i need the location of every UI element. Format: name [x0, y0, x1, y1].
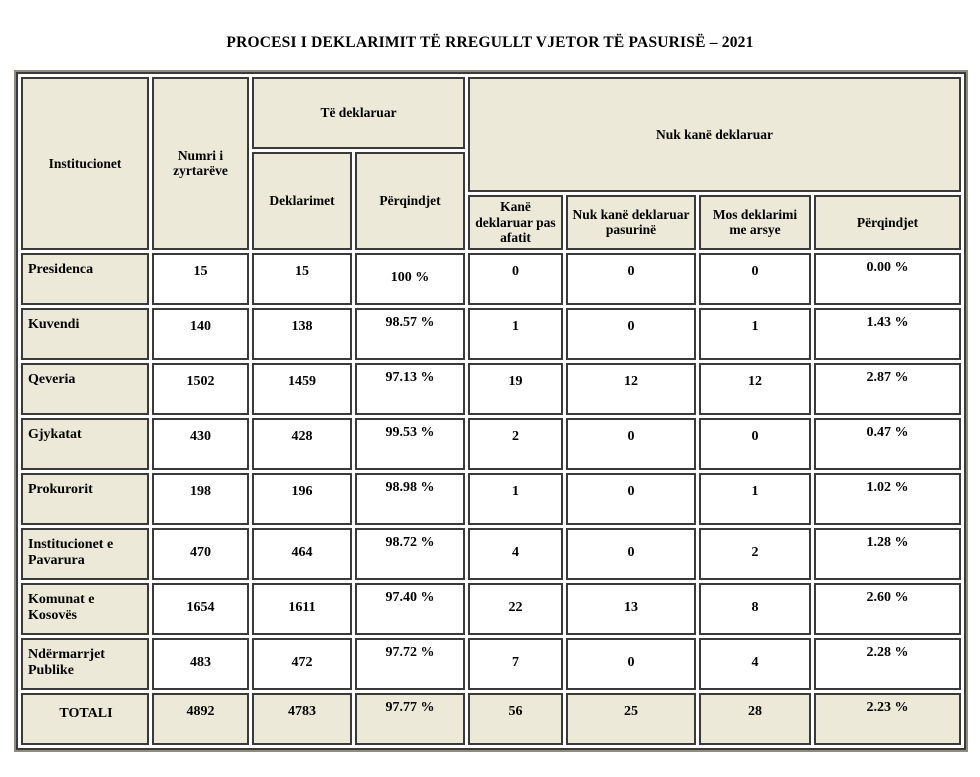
- pas-afatit-cell: 1: [468, 472, 563, 525]
- me-arsye-cell: 1: [699, 472, 811, 525]
- perqindja2-cell: 2.23 %: [814, 692, 962, 745]
- header-row-3: Kanë deklaruar pas afatit Nuk kanë dekla…: [21, 195, 962, 250]
- perqindja2-cell: 2.28 %: [814, 637, 962, 690]
- deklarimet-cell: 15: [252, 252, 352, 305]
- perqindja-cell: 98.98 %: [355, 472, 465, 525]
- deklarimet-cell: 464: [252, 527, 352, 580]
- pa-deklaruar-cell: 0: [566, 307, 696, 360]
- institution-cell: Prokurorit: [21, 472, 149, 525]
- declaration-table: Institucionet Numri i zyrtarëve Të dekla…: [13, 70, 969, 752]
- pa-deklaruar-cell: 0: [566, 252, 696, 305]
- table-row: Prokurorit 198 196 98.98 % 1 0 1 1.02 %: [21, 472, 962, 525]
- numri-cell: 1502: [152, 362, 249, 415]
- perqindja-cell: 97.77 %: [355, 692, 465, 745]
- institution-cell: Komunat e Kosovës: [21, 582, 149, 635]
- pa-deklaruar-cell: 0: [566, 472, 696, 525]
- perqindja-cell: 99.53 %: [355, 417, 465, 470]
- pas-afatit-cell: 22: [468, 582, 563, 635]
- deklarimet-cell: 138: [252, 307, 352, 360]
- numri-cell: 15: [152, 252, 249, 305]
- deklarimet-cell: 428: [252, 417, 352, 470]
- numri-cell: 430: [152, 417, 249, 470]
- pa-deklaruar-cell: 0: [566, 417, 696, 470]
- perqindja2-cell: 1.43 %: [814, 307, 962, 360]
- pa-deklaruar-cell: 13: [566, 582, 696, 635]
- deklarimet-cell: 1611: [252, 582, 352, 635]
- me-arsye-cell: 1: [699, 307, 811, 360]
- pas-afatit-cell: 4: [468, 527, 563, 580]
- header-kane-deklaruar-pas-afatit: Kanë deklaruar pas afatit: [468, 195, 563, 250]
- pa-deklaruar-cell: 12: [566, 362, 696, 415]
- me-arsye-cell: 28: [699, 692, 811, 745]
- table-row: Presidenca 15 15 100 % 0 0 0 0.00 %: [21, 252, 962, 305]
- table-row: Ndërmarrjet Publike 483 472 97.72 % 7 0 …: [21, 637, 962, 690]
- deklarimet-cell: 472: [252, 637, 352, 690]
- me-arsye-cell: 4: [699, 637, 811, 690]
- pa-deklaruar-cell: 25: [566, 692, 696, 745]
- numri-cell: 483: [152, 637, 249, 690]
- pas-afatit-cell: 56: [468, 692, 563, 745]
- perqindja-cell: 97.40 %: [355, 582, 465, 635]
- perqindja-cell: 98.57 %: [355, 307, 465, 360]
- me-arsye-cell: 2: [699, 527, 811, 580]
- table-row: Kuvendi 140 138 98.57 % 1 0 1 1.43 %: [21, 307, 962, 360]
- me-arsye-cell: 0: [699, 252, 811, 305]
- total-label-cell: TOTALI: [21, 692, 149, 745]
- pas-afatit-cell: 0: [468, 252, 563, 305]
- header-nuk-kane-deklaruar: Nuk kanë deklaruar: [468, 77, 962, 192]
- table-row: Komunat e Kosovës 1654 1611 97.40 % 22 1…: [21, 582, 962, 635]
- pas-afatit-cell: 1: [468, 307, 563, 360]
- me-arsye-cell: 12: [699, 362, 811, 415]
- table-row: Qeveria 1502 1459 97.13 % 19 12 12 2.87 …: [21, 362, 962, 415]
- pas-afatit-cell: 7: [468, 637, 563, 690]
- institution-cell: Qeveria: [21, 362, 149, 415]
- me-arsye-cell: 0: [699, 417, 811, 470]
- numri-cell: 198: [152, 472, 249, 525]
- perqindja-cell: 98.72 %: [355, 527, 465, 580]
- pas-afatit-cell: 2: [468, 417, 563, 470]
- header-deklarimet: Deklarimet: [252, 152, 352, 250]
- numri-cell: 4892: [152, 692, 249, 745]
- perqindja2-cell: 2.60 %: [814, 582, 962, 635]
- header-nuk-kane-deklaruar-pasurine: Nuk kanë deklaruar pasurinë: [566, 195, 696, 250]
- me-arsye-cell: 8: [699, 582, 811, 635]
- institution-cell: Institucionet e Pavarura: [21, 527, 149, 580]
- numri-cell: 140: [152, 307, 249, 360]
- institution-cell: Ndërmarrjet Publike: [21, 637, 149, 690]
- header-institucionet: Institucionet: [21, 77, 149, 250]
- perqindja2-cell: 2.87 %: [814, 362, 962, 415]
- table-row: Gjykatat 430 428 99.53 % 2 0 0 0.47 %: [21, 417, 962, 470]
- institution-cell: Kuvendi: [21, 307, 149, 360]
- header-te-deklaruar: Të deklaruar: [252, 77, 465, 149]
- institution-cell: Presidenca: [21, 252, 149, 305]
- numri-cell: 470: [152, 527, 249, 580]
- header-numri-zyrtareve: Numri i zyrtarëve: [152, 77, 249, 250]
- institution-cell: Gjykatat: [21, 417, 149, 470]
- table-row: Institucionet e Pavarura 470 464 98.72 %…: [21, 527, 962, 580]
- pas-afatit-cell: 19: [468, 362, 563, 415]
- deklarimet-cell: 196: [252, 472, 352, 525]
- header-mos-deklarimi-me-arsye: Mos deklarimi me arsye: [699, 195, 811, 250]
- pa-deklaruar-cell: 0: [566, 637, 696, 690]
- total-row: TOTALI 4892 4783 97.77 % 56 25 28 2.23 %: [21, 692, 962, 745]
- header-perqindjet: Përqindjet: [355, 152, 465, 250]
- page-title: PROCESI I DEKLARIMIT TË RREGULLT VJETOR …: [226, 34, 754, 51]
- header-perqindjet-2: Përqindjet: [814, 195, 962, 250]
- pa-deklaruar-cell: 0: [566, 527, 696, 580]
- perqindja-cell: 97.72 %: [355, 637, 465, 690]
- perqindja-cell: 97.13 %: [355, 362, 465, 415]
- numri-cell: 1654: [152, 582, 249, 635]
- perqindja2-cell: 1.28 %: [814, 527, 962, 580]
- deklarimet-cell: 4783: [252, 692, 352, 745]
- perqindja2-cell: 1.02 %: [814, 472, 962, 525]
- header-row-2: Deklarimet Përqindjet: [21, 152, 961, 250]
- deklarimet-cell: 1459: [252, 362, 352, 415]
- perqindja2-cell: 0.00 %: [814, 252, 962, 305]
- header-row-1: Institucionet Numri i zyrtarëve Të dekla…: [21, 77, 962, 250]
- perqindja-cell: 100 %: [355, 252, 465, 305]
- perqindja2-cell: 0.47 %: [814, 417, 962, 470]
